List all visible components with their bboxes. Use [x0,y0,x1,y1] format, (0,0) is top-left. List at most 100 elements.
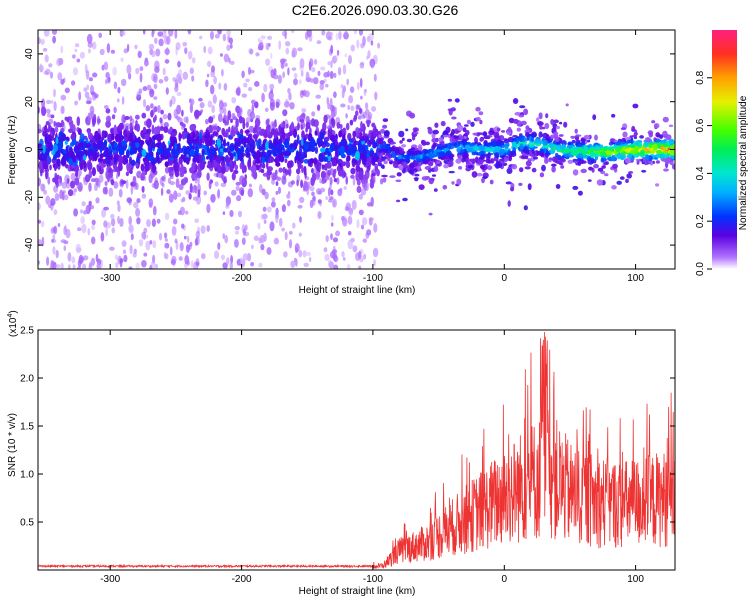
spectrogram-cell [44,54,49,63]
spectrogram-cell [300,151,306,160]
spectrogram-cell [291,47,297,58]
spectrogram-cell [463,135,467,140]
spectrogram-cell [111,227,116,234]
spectrogram-cell [348,138,353,143]
spectrogram-cell [528,150,532,157]
spectrogram-cell [248,183,252,188]
spectrogram-cell [275,207,279,216]
spectrogram-cell [142,86,148,92]
spectrogram-cell [90,149,95,156]
spectrogram-cell [82,210,88,215]
spectrogram-cell [325,83,329,88]
spectrogram-cell [306,251,311,257]
spectrogram-cell [631,125,636,132]
spectrogram-cell [206,73,210,78]
spectrogram-cell [278,217,283,227]
spectrogram-cell [160,153,164,159]
spectrogram-cell [405,128,409,132]
spectrogram-cell [137,50,142,59]
spectrogram-cell [600,146,604,149]
spectrogram-cell [373,223,378,233]
spectrogram-cell [496,139,503,145]
spectrogram-cell [107,155,113,161]
spectrogram-cell [278,186,281,194]
spectrogram-cell [337,188,343,197]
spectrogram-cell [297,162,302,170]
spectrogram-cell [373,152,378,162]
spectrogram-cell [281,131,286,140]
spectrogram-cell [324,163,328,171]
spectrogram-cell [422,155,427,161]
spectrogram-cell [321,180,326,185]
spectrogram-cell [519,105,526,109]
spectrogram-cell [428,153,433,159]
spectrogram-cell [424,166,432,170]
spectrogram-cell [129,125,132,130]
spectrogram-cell [630,149,634,154]
spectrogram-cell [60,78,65,85]
spectrogram-cell [214,34,220,39]
spectrogram-cell [84,174,91,183]
spectrogram-cell [129,132,133,139]
spectrogram-x-ticks: -300 -200 -100 0 100 [100,30,644,284]
spectrogram-cell [65,228,71,239]
spectrogram-cell [380,128,385,134]
spectrogram-cell [209,152,213,163]
spectrogram-cell [369,180,374,189]
spectrogram-cell [104,146,109,156]
spectrogram-cell [61,156,67,166]
spectrogram-cell [81,223,87,234]
spectrogram-cell [643,142,649,145]
spectrogram-cell [246,253,252,262]
spectrogram-cell [507,126,512,133]
spectrogram-cell [75,170,78,177]
spectrogram-cell [77,168,82,177]
spectrogram-cell [507,166,513,170]
spectrogram-cell [226,44,231,51]
spectrogram-cell [380,164,385,169]
spectrogram-cell [189,103,193,114]
spectrogram-cell [356,178,361,186]
spectrogram-cell [421,176,429,181]
spectrogram-cell [77,128,82,136]
spectrogram-cell [350,237,355,243]
spectrogram-cell [509,186,515,192]
spectrogram-cell [162,67,166,76]
spectrogram-cell [181,109,184,117]
spectrogram-cell [309,199,314,209]
spectrogram-cell [260,35,266,40]
spectrogram-cell [580,137,586,143]
spectrogram-cell [313,119,319,128]
spectrogram-cell [282,166,286,174]
x-tick-label: -100 [363,574,383,585]
spectrogram-cell [222,139,226,146]
spectrogram-cell [63,194,69,201]
spectrogram-cell [203,134,210,140]
spectrogram-cell [205,118,209,125]
spectrogram-cell [249,111,255,120]
spectrogram-cell [288,92,292,101]
spectrogram-cell [171,225,177,236]
spectrogram-cell [157,31,163,37]
spectrogram-cell [166,189,171,195]
spectrogram-cell [605,149,612,156]
spectrogram-cell [55,264,61,269]
spectrogram-cell [135,182,139,190]
spectrogram-cell [456,124,464,132]
spectrogram-cell [406,138,413,143]
spectrogram-cell [80,216,85,225]
spectrogram-cell [190,260,194,268]
spectrogram-cell [156,218,161,224]
spectrogram-cell [64,87,70,94]
spectrogram-cell [187,50,193,60]
spectrogram-cell [355,171,359,181]
spectrogram-cell [41,236,45,247]
spectrogram-cell [298,249,303,258]
spectrogram-cell [226,257,230,265]
spectrogram-cell [333,264,339,269]
spectrogram-cell [212,114,216,119]
spectrogram-cell [229,210,234,217]
spectrogram-cell [230,118,233,123]
spectrogram-cell [374,128,379,137]
spectrogram-cell [622,131,628,138]
